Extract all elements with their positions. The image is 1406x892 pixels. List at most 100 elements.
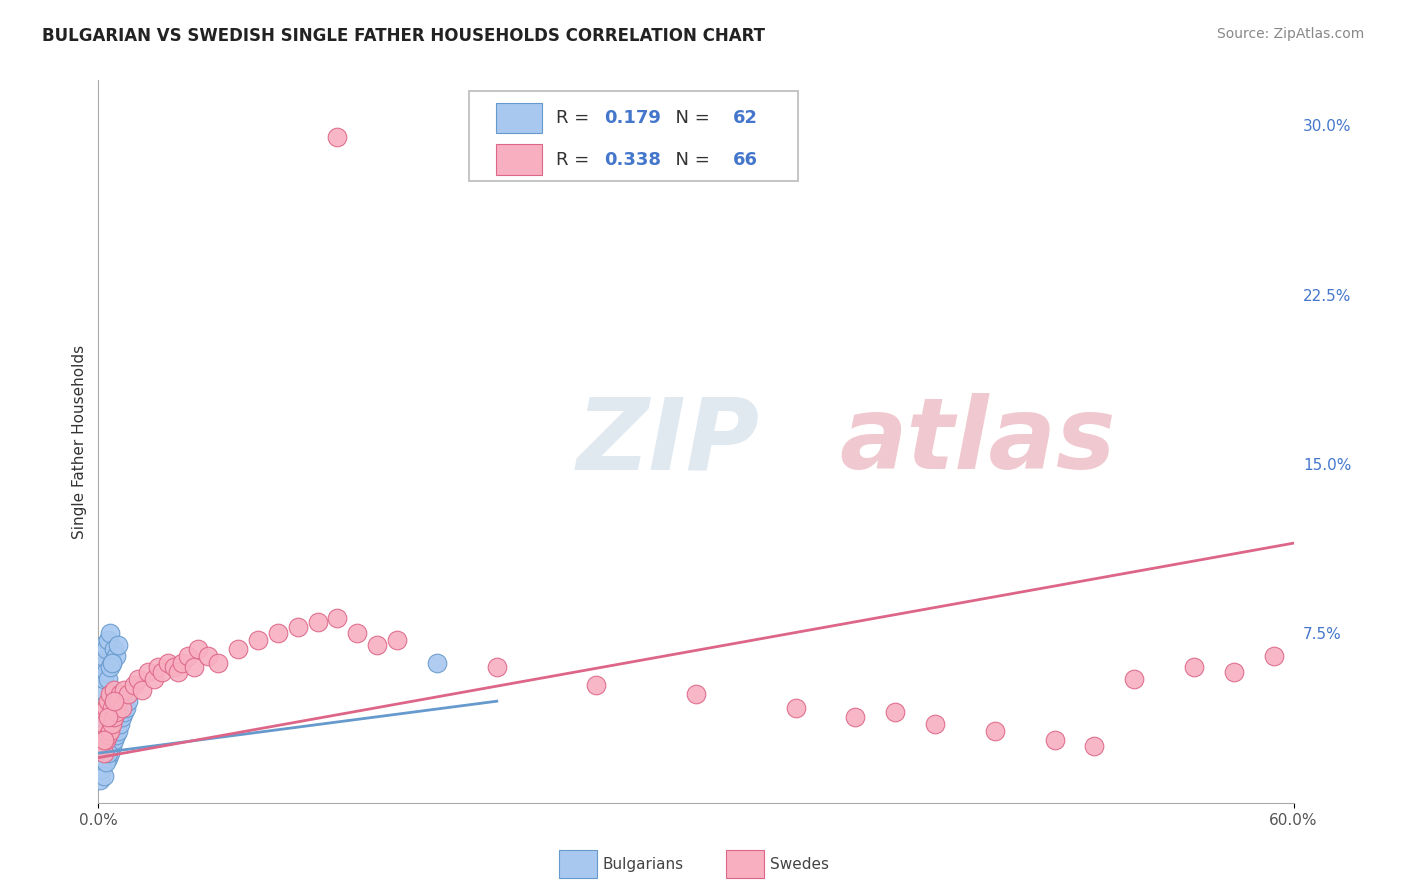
Point — [89, 660, 111, 674]
Point — [107, 694, 129, 708]
Point — [89, 728, 111, 742]
Point — [110, 716, 132, 731]
Text: 0.179: 0.179 — [605, 109, 661, 127]
Point — [226, 642, 249, 657]
Point — [1123, 672, 1146, 686]
Point — [112, 706, 135, 720]
Point — [91, 682, 114, 697]
Point — [326, 129, 349, 144]
Point — [98, 746, 122, 760]
Point — [187, 642, 209, 657]
Point — [91, 732, 114, 747]
Point — [101, 739, 124, 754]
Point — [844, 710, 866, 724]
Point — [984, 723, 1007, 738]
Point — [1263, 648, 1285, 663]
Text: ZIP: ZIP — [576, 393, 759, 490]
Point — [884, 706, 907, 720]
Point — [97, 633, 120, 648]
Point — [1083, 739, 1105, 754]
Text: BULGARIAN VS SWEDISH SINGLE FATHER HOUSEHOLDS CORRELATION CHART: BULGARIAN VS SWEDISH SINGLE FATHER HOUSE… — [42, 27, 765, 45]
Point — [96, 732, 118, 747]
Point — [96, 732, 118, 747]
Point — [101, 706, 124, 720]
Text: N =: N = — [664, 151, 716, 169]
Point — [110, 701, 132, 715]
FancyBboxPatch shape — [725, 850, 763, 878]
Point — [143, 672, 166, 686]
Point — [97, 750, 120, 764]
Point — [91, 648, 114, 663]
Point — [103, 642, 125, 657]
Point — [1043, 732, 1066, 747]
Text: Swedes: Swedes — [770, 856, 830, 871]
Text: 62: 62 — [733, 109, 758, 127]
Point — [177, 648, 200, 663]
Point — [97, 694, 120, 708]
Point — [207, 656, 229, 670]
FancyBboxPatch shape — [558, 850, 596, 878]
FancyBboxPatch shape — [496, 145, 541, 175]
Point — [97, 672, 120, 686]
Point — [98, 710, 122, 724]
Point — [91, 716, 114, 731]
Point — [93, 739, 115, 754]
Point — [91, 706, 114, 720]
Point — [93, 716, 115, 731]
Point — [93, 716, 115, 731]
Point — [148, 660, 170, 674]
Point — [426, 656, 449, 670]
Point — [91, 746, 114, 760]
Point — [111, 701, 134, 715]
Text: 0.338: 0.338 — [605, 151, 661, 169]
Text: R =: R = — [557, 151, 595, 169]
Point — [98, 687, 122, 701]
Y-axis label: Single Father Households: Single Father Households — [72, 344, 87, 539]
Point — [97, 728, 120, 742]
Point — [103, 701, 125, 715]
FancyBboxPatch shape — [470, 91, 797, 181]
Text: Source: ZipAtlas.com: Source: ZipAtlas.com — [1216, 27, 1364, 41]
Point — [97, 710, 120, 724]
Point — [97, 746, 120, 760]
Point — [246, 633, 269, 648]
FancyBboxPatch shape — [496, 103, 541, 133]
Point — [105, 728, 128, 742]
Point — [685, 687, 707, 701]
Point — [93, 750, 115, 764]
Point — [93, 672, 115, 686]
Point — [98, 626, 122, 640]
Point — [98, 660, 122, 674]
Point — [307, 615, 329, 630]
Point — [107, 638, 129, 652]
Point — [115, 701, 138, 715]
Point — [97, 728, 120, 742]
Point — [172, 656, 194, 670]
Point — [346, 626, 368, 640]
Point — [103, 694, 125, 708]
Point — [89, 750, 111, 764]
Point — [91, 755, 114, 769]
Text: Bulgarians: Bulgarians — [603, 856, 683, 871]
Point — [93, 755, 115, 769]
Point — [93, 728, 115, 742]
Text: N =: N = — [664, 109, 716, 127]
Point — [197, 648, 219, 663]
Point — [117, 687, 139, 701]
Point — [127, 672, 149, 686]
Text: atlas: atlas — [839, 393, 1116, 490]
Point — [96, 746, 118, 760]
Text: 66: 66 — [733, 151, 758, 169]
Point — [98, 728, 122, 742]
Point — [96, 665, 118, 679]
Point — [385, 633, 409, 648]
Point — [110, 687, 132, 701]
Point — [101, 716, 124, 731]
Point — [91, 728, 114, 742]
Point — [267, 626, 290, 640]
Point — [101, 656, 124, 670]
Point — [136, 665, 159, 679]
Point — [107, 723, 129, 738]
Point — [117, 694, 139, 708]
Point — [93, 732, 115, 747]
